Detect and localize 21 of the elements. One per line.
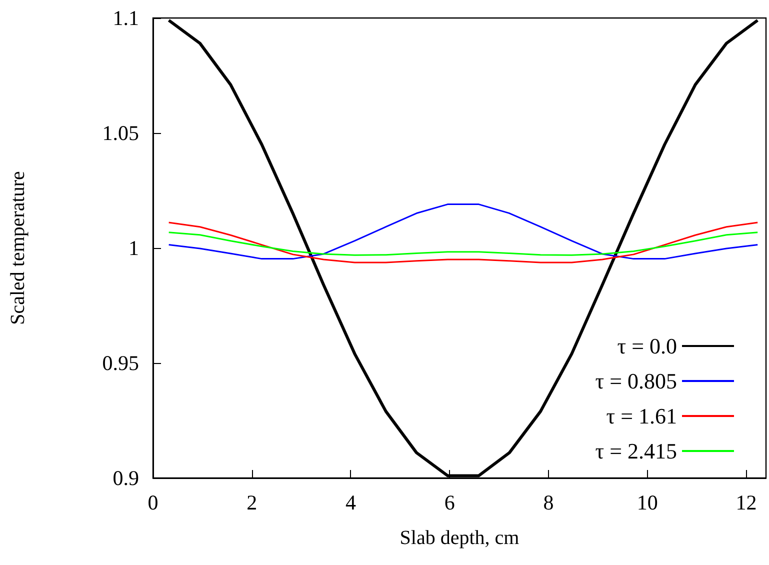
legend-label: τ = 2.415 bbox=[595, 438, 677, 464]
x-tick-label: 6 bbox=[444, 490, 455, 514]
line-series bbox=[168, 204, 758, 260]
x-tick-label: 0 bbox=[148, 490, 158, 514]
x-axis-title: Slab depth, cm bbox=[400, 527, 520, 549]
legend-label: τ = 0.805 bbox=[595, 368, 677, 394]
y-tick-label: 1.1 bbox=[112, 6, 139, 30]
legend-label: τ = 1.61 bbox=[606, 404, 677, 428]
x-tick-label: 12 bbox=[736, 490, 757, 514]
y-tick-label: 1.05 bbox=[102, 121, 139, 145]
y-axis-title: Scaled temperature bbox=[7, 170, 29, 325]
x-tick-label: 8 bbox=[543, 490, 554, 514]
y-tick-label: 1 bbox=[128, 236, 139, 260]
legend-label: τ = 0.0 bbox=[617, 334, 677, 358]
line-series bbox=[168, 222, 758, 264]
x-tick-label: 2 bbox=[246, 490, 258, 514]
x-tick-label: 4 bbox=[345, 490, 356, 514]
line-series bbox=[168, 232, 758, 256]
x-tick-label: 10 bbox=[636, 490, 658, 514]
y-tick-label: 0.95 bbox=[102, 351, 139, 375]
y-tick-label: 0.9 bbox=[112, 466, 139, 490]
